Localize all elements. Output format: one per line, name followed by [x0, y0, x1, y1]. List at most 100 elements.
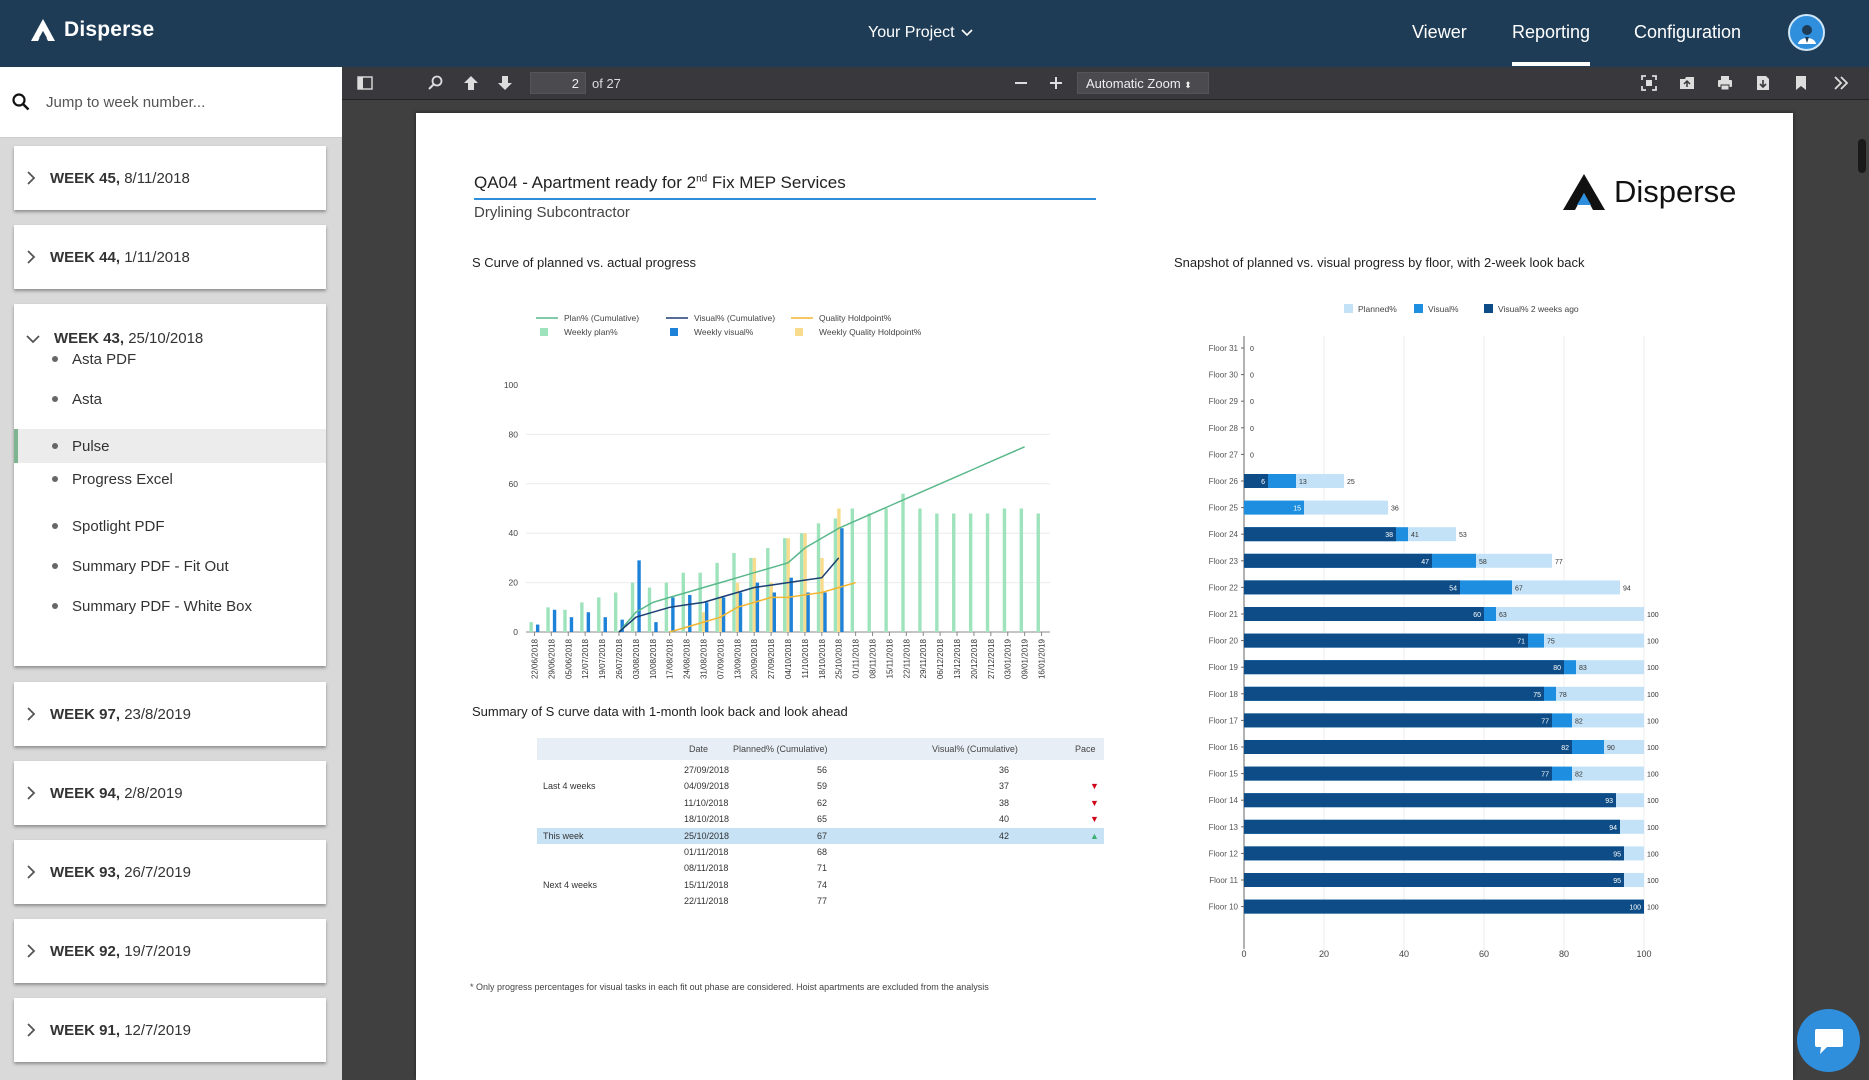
- week-search: [0, 67, 342, 138]
- report-item-summary-pdf-fit-out[interactable]: Summary PDF - Fit Out: [14, 549, 326, 583]
- legend-label: Weekly Quality Holdpoint%: [819, 327, 922, 337]
- table-cell-planned: 65: [817, 814, 828, 825]
- nav-reporting[interactable]: Reporting: [1512, 22, 1591, 66]
- y-tick-label: 0: [513, 627, 518, 637]
- week-card-bottom-2[interactable]: WEEK 93, 26/7/2019: [14, 840, 326, 904]
- bar-visual-2wk: [1244, 846, 1624, 861]
- week-date: 8/11/2018: [120, 169, 190, 187]
- week-card-bottom-4[interactable]: WEEK 91, 12/7/2019: [14, 998, 326, 1062]
- chevron-right-icon: [27, 865, 36, 879]
- legend-label: Visual%: [1428, 304, 1459, 314]
- bar-visual: [1244, 500, 1304, 515]
- data-label: 100: [1647, 905, 1659, 912]
- legend-swatch: [1414, 304, 1423, 313]
- x-tick-label: 100: [1636, 949, 1651, 959]
- x-tick-label: 12/07/2018: [581, 638, 590, 679]
- print-icon[interactable]: [1716, 74, 1734, 92]
- chevron-down-icon: [26, 334, 40, 343]
- week-card-bottom-3[interactable]: WEEK 92, 19/7/2019: [14, 919, 326, 983]
- x-tick-label: 22/06/2018: [530, 638, 539, 679]
- report-item-asta-pdf[interactable]: Asta PDF: [14, 342, 326, 376]
- bar-weekly-quality: [837, 508, 841, 632]
- y-tick-label: Floor 30: [1209, 371, 1239, 380]
- find-icon[interactable]: [427, 74, 445, 92]
- chevron-right-icon: [27, 707, 36, 721]
- week-card-bottom-1[interactable]: WEEK 94, 2/8/2019: [14, 761, 326, 825]
- week-number: WEEK 97,: [50, 705, 121, 723]
- week-date: 2/8/2019: [120, 784, 183, 802]
- disperse-logo-icon: [31, 19, 55, 41]
- bullet: [52, 523, 58, 529]
- user-avatar[interactable]: [1788, 14, 1825, 51]
- bookmark-icon[interactable]: [1792, 74, 1810, 92]
- report-item-spotlight-pdf[interactable]: Spotlight PDF: [14, 509, 326, 543]
- scurve-title: S Curve of planned vs. actual progress: [472, 255, 697, 270]
- report-item-progress-excel[interactable]: Progress Excel: [14, 462, 326, 496]
- table-cell-date: 18/10/2018: [684, 814, 730, 825]
- table-cell-planned: 56: [817, 765, 828, 775]
- nav-configuration[interactable]: Configuration: [1634, 22, 1742, 42]
- nav-viewer[interactable]: Viewer: [1412, 22, 1467, 42]
- x-tick-label: 24/08/2018: [683, 638, 692, 679]
- tools-menu-icon[interactable]: [1832, 74, 1850, 92]
- report-item-asta[interactable]: Asta: [14, 382, 326, 416]
- scrollbar-thumb[interactable]: [1858, 139, 1866, 173]
- bar-visual-2wk: [1244, 580, 1460, 595]
- report-item-label: Spotlight PDF: [72, 517, 165, 535]
- y-tick-label: Floor 16: [1209, 743, 1239, 752]
- page-number-input[interactable]: [530, 72, 586, 94]
- bar-weekly-plan: [613, 592, 618, 632]
- data-label: 36: [1391, 506, 1399, 513]
- bar-weekly-plan: [546, 607, 550, 632]
- report-item-summary-pdf-white-box[interactable]: Summary PDF - White Box: [14, 589, 326, 623]
- data-label: 41: [1411, 532, 1419, 539]
- data-label: 78: [1559, 692, 1567, 699]
- legend-label: Weekly visual%: [694, 327, 754, 337]
- week-search-input[interactable]: [46, 93, 316, 111]
- chevron-right-icon: [27, 786, 36, 800]
- legend-label: Visual% (Cumulative): [694, 313, 775, 323]
- week-card-label: WEEK 93, 26/7/2019: [50, 864, 191, 881]
- project-label: Your Project: [868, 24, 955, 41]
- y-tick-label: Floor 25: [1209, 504, 1239, 513]
- zoom-out-icon[interactable]: [1012, 74, 1030, 92]
- download-icon[interactable]: [1754, 74, 1772, 92]
- data-label: 100: [1647, 772, 1659, 779]
- bullet: [52, 563, 58, 569]
- week-date: 26/7/2019: [120, 863, 191, 881]
- sidebar-toggle-icon[interactable]: [356, 74, 374, 92]
- bar-visual-2wk: [1244, 527, 1396, 542]
- data-label: 77: [1555, 559, 1563, 566]
- table-header-cell: Visual% (Cumulative): [932, 744, 1018, 754]
- bar-weekly-visual: [620, 619, 624, 632]
- chat-button[interactable]: [1797, 1009, 1860, 1072]
- zoom-in-icon[interactable]: [1047, 74, 1065, 92]
- week-card-bottom-0[interactable]: WEEK 97, 23/8/2019: [14, 682, 326, 746]
- x-tick-label: 31/08/2018: [699, 638, 708, 679]
- previous-page-icon[interactable]: [462, 74, 480, 92]
- report-item-pulse[interactable]: Pulse: [14, 429, 326, 463]
- bar-visual-2wk: [1244, 553, 1432, 568]
- x-tick-label: 29/06/2018: [547, 638, 556, 679]
- next-page-icon[interactable]: [496, 74, 514, 92]
- week-card-top-1[interactable]: WEEK 44, 1/11/2018: [14, 225, 326, 289]
- week-card-top-0[interactable]: WEEK 45, 8/11/2018: [14, 146, 326, 210]
- bar-visual-2wk: [1244, 740, 1572, 754]
- y-tick-label: Floor 13: [1209, 823, 1239, 832]
- presentation-mode-icon[interactable]: [1640, 74, 1658, 92]
- data-label: 100: [1647, 718, 1659, 725]
- data-label: 100: [1647, 612, 1659, 619]
- brand-logo[interactable]: Disperse: [30, 18, 154, 42]
- bar-weekly-quality: [820, 557, 824, 632]
- zoom-select[interactable]: Automatic Zoom ⬍: [1077, 72, 1209, 94]
- report-item-label: Asta PDF: [72, 350, 137, 368]
- bar-weekly-visual: [840, 528, 844, 632]
- bar-weekly-plan: [1019, 508, 1024, 632]
- table-cell-planned: 62: [817, 797, 828, 808]
- project-selector[interactable]: Your Project: [868, 24, 973, 42]
- data-label: 80: [1553, 665, 1561, 672]
- week-card-header[interactable]: WEEK 43, 25/10/2018: [26, 330, 203, 347]
- open-file-icon[interactable]: [1678, 74, 1696, 92]
- bar-weekly-visual: [671, 597, 675, 632]
- data-label: 0: [1250, 426, 1254, 433]
